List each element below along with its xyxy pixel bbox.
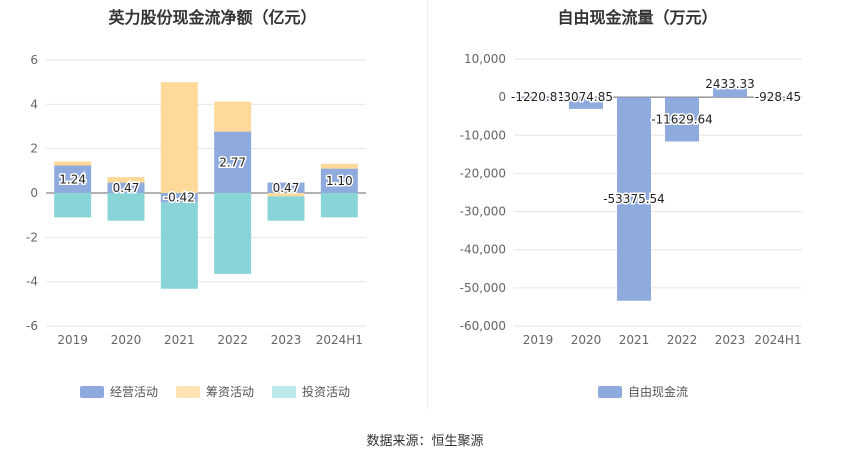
y-tick-label: -6 <box>26 319 38 333</box>
x-tick-label: 2019 <box>523 333 554 347</box>
bar-free-cashflow-2021 <box>617 97 651 301</box>
legend-item-free-cashflow[interactable]: 自由现金流 <box>598 383 688 400</box>
legend-item-operating[interactable]: 经营活动 <box>80 383 158 400</box>
bar-financing-2022 <box>214 101 252 132</box>
bar-financing-2019 <box>54 161 92 166</box>
bar-operating-2022 <box>214 131 252 193</box>
legend-item-investing[interactable]: 投资活动 <box>272 383 350 400</box>
y-tick-label: -40,000 <box>460 243 506 257</box>
bar-operating-2021 <box>160 193 198 203</box>
bar-free-cashflow-2020 <box>569 97 603 109</box>
legend-swatch-free-cashflow <box>598 385 622 398</box>
legend-label-investing: 投资活动 <box>302 385 351 399</box>
bar-investing-2021 <box>160 202 198 289</box>
data-label: 2.77 <box>219 155 246 169</box>
right-legend: 自由现金流 <box>598 383 688 400</box>
bar-investing-2024H1 <box>320 193 358 218</box>
data-label: -3074.85 <box>559 90 613 104</box>
bar-investing-2019 <box>54 193 92 218</box>
bar-investing-2023 <box>267 196 305 221</box>
y-tick-label: -4 <box>26 275 38 289</box>
bar-financing-2024H1 <box>320 163 358 169</box>
bar-free-cashflow-2019 <box>521 97 555 102</box>
bar-operating-2024H1 <box>320 168 358 193</box>
cashflow-net-chart: 6 4 2 0 -2 -4 -6 2019 1.24 2020 0.47 2021 -0.42 2022 2… <box>26 53 366 347</box>
bar-investing-2020 <box>107 193 145 221</box>
y-tick-label: -10,000 <box>460 128 506 142</box>
x-tick-label: 2019 <box>57 333 88 347</box>
data-label: 1.10 <box>326 174 353 188</box>
bar-operating-2020 <box>107 182 145 193</box>
x-tick-label: 2023 <box>715 333 746 347</box>
data-label: 0.47 <box>273 181 300 195</box>
y-tick-label: 10,000 <box>464 52 506 66</box>
y-tick-label: 0 <box>30 186 38 200</box>
bar-operating-2023 <box>267 182 305 193</box>
right-chart-title: 自由现金流量（万元） <box>557 8 718 27</box>
legend-item-financing[interactable]: 筹资活动 <box>176 383 254 400</box>
legend-swatch-investing <box>272 385 297 398</box>
x-tick-label: 2022 <box>667 333 698 347</box>
x-tick-label: 2022 <box>217 333 248 347</box>
data-label: -11629.64 <box>651 112 713 126</box>
bar-financing-2023 <box>267 193 305 197</box>
left-chart-title: 英力股份现金流净额（亿元） <box>108 8 317 27</box>
y-tick-label: -30,000 <box>460 205 506 219</box>
bar-free-cashflow-2022 <box>665 97 699 142</box>
data-source-footer: 数据来源：恒生聚源 <box>366 434 484 449</box>
data-label: 1.24 <box>59 172 86 186</box>
bar-financing-2021 <box>160 82 198 193</box>
x-tick-label: 2021 <box>619 333 650 347</box>
x-tick-label: 2023 <box>271 333 302 347</box>
x-tick-label: 2020 <box>111 333 142 347</box>
bar-free-cashflow-2023 <box>713 87 747 98</box>
data-label: -1220.81 <box>511 90 565 104</box>
data-label: 0.47 <box>113 181 140 195</box>
data-label: -53375.54 <box>603 192 665 206</box>
legend-label-operating: 经营活动 <box>110 385 159 399</box>
panel-divider <box>427 0 428 410</box>
bar-free-cashflow-2024H1 <box>761 97 795 101</box>
y-tick-label: -20,000 <box>460 166 506 180</box>
bar-investing-2022 <box>214 193 252 274</box>
y-tick-label: 4 <box>30 97 38 111</box>
y-tick-label: -60,000 <box>460 319 506 333</box>
legend-label-financing: 筹资活动 <box>206 385 255 399</box>
legend-swatch-financing <box>176 385 201 398</box>
x-tick-label: 2020 <box>571 333 602 347</box>
legend-label-free-cashflow: 自由现金流 <box>628 385 689 399</box>
x-tick-label: 2021 <box>164 333 195 347</box>
y-tick-label: 2 <box>30 142 38 156</box>
y-tick-label: -2 <box>26 230 38 244</box>
y-tick-label: -50,000 <box>460 281 506 295</box>
data-label: -0.42 <box>164 191 195 205</box>
y-tick-label: 6 <box>30 53 38 67</box>
data-label: 2433.33 <box>705 77 755 91</box>
left-legend: 经营活动 筹资活动 投资活动 <box>80 383 350 400</box>
y-tick-label: 0 <box>498 90 506 104</box>
x-tick-label: 2024H1 <box>754 333 801 347</box>
legend-swatch-operating <box>80 385 104 398</box>
data-label: -928.45 <box>755 90 801 104</box>
free-cashflow-chart: 10,000 0 -10,000 -20,000 -30,000 -40,000 -50,0… <box>460 52 803 347</box>
bar-operating-2019 <box>54 165 92 193</box>
x-tick-label: 2024H1 <box>316 333 363 347</box>
bar-financing-2020 <box>107 177 145 183</box>
